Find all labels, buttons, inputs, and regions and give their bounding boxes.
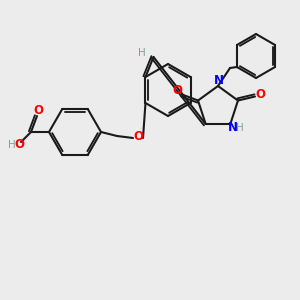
Text: N: N [214, 74, 224, 88]
Text: O: O [255, 88, 265, 101]
Text: O: O [33, 104, 43, 118]
Text: O: O [133, 130, 143, 142]
Text: H: H [138, 48, 146, 58]
Text: N: N [228, 122, 238, 134]
Text: H: H [8, 140, 16, 150]
Text: O: O [14, 139, 24, 152]
Text: O: O [172, 84, 182, 97]
Text: H: H [236, 123, 244, 133]
